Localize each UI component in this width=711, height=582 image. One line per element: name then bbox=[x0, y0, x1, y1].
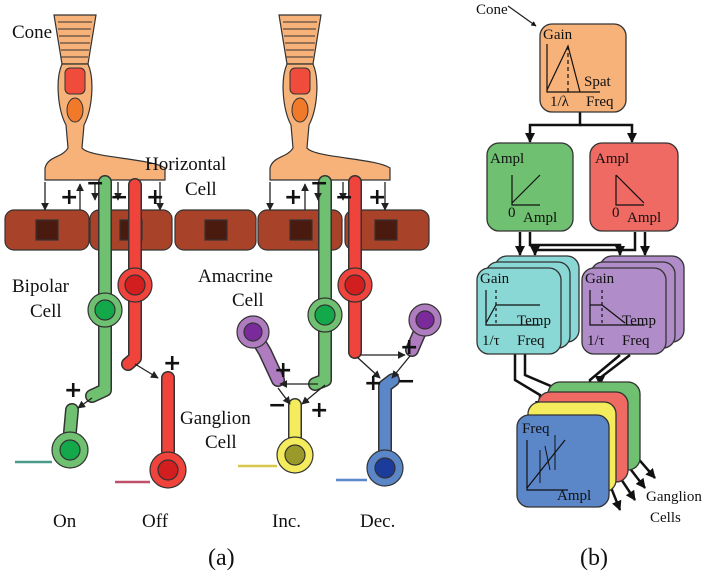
synapse-sign: + bbox=[146, 185, 164, 210]
amacrine-label: Cell bbox=[232, 290, 264, 311]
axis-label: 0 bbox=[508, 205, 516, 221]
axis-label: Freq bbox=[517, 333, 545, 349]
axis-label: Gain bbox=[543, 27, 573, 43]
axis-label: 1/τ bbox=[587, 333, 605, 349]
caption: (b) bbox=[580, 545, 608, 571]
synapse-sign: + bbox=[64, 378, 82, 403]
synapse-sign: − bbox=[335, 185, 353, 210]
synapse-sign: − bbox=[268, 393, 286, 418]
axis-label: Ampl bbox=[523, 210, 557, 226]
axis-label: 1/τ bbox=[482, 333, 500, 349]
synapse-sign: + bbox=[400, 335, 418, 360]
caption: (a) bbox=[208, 545, 235, 571]
output-label: Off bbox=[142, 511, 169, 532]
synapse-sign: − bbox=[110, 185, 128, 210]
synapse-sign: + bbox=[364, 371, 382, 396]
synapse-sign: + bbox=[274, 358, 292, 383]
axis-label: Ampl bbox=[627, 210, 661, 226]
input-label: Cone bbox=[476, 2, 508, 18]
horizontal-label: Cell bbox=[185, 179, 217, 200]
ganglion-label: Cell bbox=[205, 432, 237, 453]
axis-label: 0 bbox=[612, 205, 620, 221]
ganglion-label: Ganglion bbox=[180, 408, 251, 429]
axis-label: Ampl bbox=[490, 151, 524, 167]
output-label: Ganglion bbox=[646, 489, 702, 505]
output-label: On bbox=[53, 511, 77, 532]
horizontal-label: Horizontal bbox=[145, 154, 226, 175]
output-label: Dec. bbox=[360, 511, 395, 532]
bipolar-label: Cell bbox=[30, 301, 62, 322]
cone-shape bbox=[270, 15, 390, 180]
synapse-sign: + bbox=[310, 398, 328, 423]
axis-label: Ampl bbox=[557, 488, 591, 504]
filter-boxes bbox=[477, 24, 684, 507]
cone-label: Cone bbox=[12, 22, 52, 43]
axis-label: Temp bbox=[517, 313, 551, 329]
axis-label: 1/λ bbox=[550, 94, 570, 110]
axis-label: Freq bbox=[622, 333, 650, 349]
axis-label: Ampl bbox=[595, 151, 629, 167]
synapse-sign: + bbox=[368, 185, 386, 210]
figure: Cone Horizontal Cell Bipolar Cell Amacri… bbox=[0, 0, 711, 582]
output-label: Cells bbox=[650, 510, 681, 526]
bipolar-label: Bipolar bbox=[12, 276, 70, 297]
synapse-sign: + bbox=[60, 185, 78, 210]
input-arrow bbox=[508, 6, 536, 26]
synapse-sign: + bbox=[163, 351, 181, 376]
axis-label: Temp bbox=[622, 313, 656, 329]
axis-label: Spat bbox=[584, 74, 612, 90]
axis-label: Freq bbox=[586, 94, 614, 110]
synapse-sign: − bbox=[310, 171, 328, 196]
synapse-sign: + bbox=[284, 185, 302, 210]
synapse-sign: − bbox=[397, 369, 415, 394]
amacrine-label: Amacrine bbox=[198, 266, 273, 287]
synapse-sign: − bbox=[86, 171, 104, 196]
horizontal-cells bbox=[5, 210, 429, 250]
axis-label: Gain bbox=[480, 271, 510, 287]
axis-label: Freq bbox=[522, 421, 550, 437]
output-label: Inc. bbox=[272, 511, 301, 532]
axis-label: Gain bbox=[585, 271, 615, 287]
